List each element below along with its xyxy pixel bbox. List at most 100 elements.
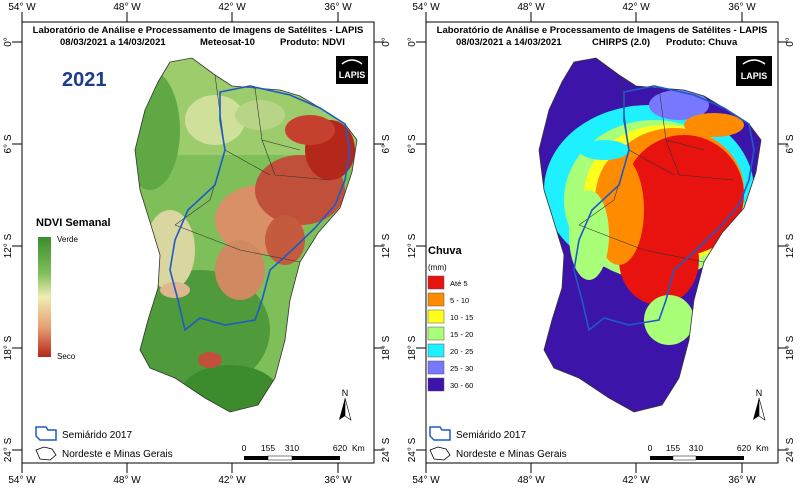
rain-legend-label: 25 - 30: [450, 364, 473, 373]
nordeste-legend-label: Nordeste e Minas Gerais: [456, 449, 567, 460]
rain-legend-swatch: [427, 326, 445, 341]
map-sensor: Meteosat-10: [200, 37, 255, 48]
nordeste-legend-icon: [429, 446, 451, 461]
tick-left-0: 0°: [3, 37, 14, 47]
tick-right-12s: 12° S: [785, 233, 796, 258]
scale-tick-155: 155: [261, 443, 275, 453]
tick-left-18s: 18° S: [3, 335, 14, 360]
map-product: Produto: Chuva: [666, 37, 738, 48]
map-title: Laboratório de Análise e Processamento d…: [437, 25, 768, 36]
rain-legend-swatch: [427, 360, 445, 375]
ndvi-legend-low: Seco: [57, 352, 76, 361]
north-label: N: [342, 388, 349, 398]
ndvi-legend-title: NDVI Semanal: [36, 217, 111, 229]
scale-bar: 0 155 310 620 Km: [648, 443, 769, 461]
scale-tick-0: 0: [242, 443, 247, 453]
rain-legend-swatch: [427, 343, 445, 358]
rain-legend-classes: Até 5 5 - 10 10 - 15 15 - 20 20 - 25 25 - 30 3…: [427, 275, 473, 392]
ndvi-legend-high: Verde: [57, 235, 78, 244]
scale-tick-620: 620: [737, 443, 751, 453]
semiarido-legend-label: Semiárido 2017: [456, 430, 526, 441]
nordeste-legend-icon: [35, 446, 57, 461]
tick-bottom-48w: 48° W: [517, 475, 545, 485]
scale-tick-310: 310: [689, 443, 703, 453]
semiarido-legend-label: Semiárido 2017: [62, 430, 132, 441]
rain-map-svg: 54° W 48° W 42° W 36° W 54° W 48° W 42° …: [407, 2, 796, 486]
tick-left-12s: 12° S: [407, 233, 418, 258]
rain-map-panel: 54° W 48° W 42° W 36° W 54° W 48° W 42° …: [404, 0, 800, 486]
tick-right-24s: 24° S: [381, 437, 392, 462]
north-arrow-icon: N: [339, 388, 352, 421]
tick-left-6s: 6° S: [407, 134, 418, 153]
lapis-logo: LAPIS: [336, 56, 368, 84]
north-arrow-icon: N: [753, 388, 766, 421]
year-label: 2021: [62, 69, 107, 91]
tick-bottom-48w: 48° W: [113, 475, 141, 485]
tick-bottom-36w: 36° W: [324, 475, 352, 485]
tick-top-42w: 42° W: [218, 2, 246, 13]
scale-tick-310: 310: [285, 443, 299, 453]
graticule-ticks: [12, 12, 384, 473]
nordeste-legend-label: Nordeste e Minas Gerais: [62, 449, 173, 460]
scale-tick-155: 155: [666, 443, 680, 453]
tick-right-24s: 24° S: [785, 437, 796, 462]
rain-legend-swatch: [427, 292, 445, 307]
rain-legend-title: Chuva: [428, 245, 463, 257]
rain-legend-swatch: [427, 275, 445, 290]
tick-right-18s: 18° S: [785, 335, 796, 360]
tick-bottom-42w: 42° W: [622, 475, 650, 485]
tick-left-0: 0°: [407, 37, 418, 47]
tick-right-0: 0°: [785, 37, 796, 47]
map-date-range: 08/03/2021 a 14/03/2021: [60, 37, 166, 48]
rain-legend-label: 15 - 20: [450, 330, 473, 339]
tick-top-36w: 36° W: [728, 2, 756, 13]
rain-legend-label: 30 - 60: [450, 381, 473, 390]
graticule-ticks: [416, 12, 788, 473]
tick-right-6s: 6° S: [381, 134, 392, 153]
tick-top-42w: 42° W: [622, 2, 650, 13]
tick-left-24s: 24° S: [407, 437, 418, 462]
ndvi-map-panel: 54° W 48° W 42° W 36° W 54° W 48° W 42° …: [0, 0, 396, 486]
tick-top-54w: 54° W: [412, 2, 440, 13]
scale-tick-620: 620: [333, 443, 347, 453]
rain-legend-label: 20 - 25: [450, 347, 473, 356]
rain-legend-unit: (mm): [428, 263, 447, 272]
map-product: Produto: NDVI: [280, 37, 345, 48]
tick-top-48w: 48° W: [113, 2, 141, 13]
north-label: N: [756, 388, 763, 398]
tick-top-36w: 36° W: [324, 2, 352, 13]
rain-legend-swatch: [427, 309, 445, 324]
tick-bottom-42w: 42° W: [218, 475, 246, 485]
ndvi-map-svg: 54° W 48° W 42° W 36° W 54° W 48° W 42° …: [3, 2, 392, 486]
tick-bottom-36w: 36° W: [728, 475, 756, 485]
semiarido-legend-icon: [35, 426, 57, 441]
semiarido-outline: [169, 85, 351, 332]
tick-bottom-54w: 54° W: [412, 475, 440, 485]
scale-unit: Km: [756, 443, 769, 453]
lapis-logo-text: LAPIS: [741, 71, 768, 81]
tick-top-54w: 54° W: [8, 2, 36, 13]
tick-right-6s: 6° S: [785, 134, 796, 153]
tick-top-48w: 48° W: [517, 2, 545, 13]
tick-left-24s: 24° S: [3, 437, 14, 462]
lapis-logo: LAPIS: [736, 56, 772, 86]
ndvi-color-ramp: [38, 237, 51, 357]
region-outline: [134, 57, 358, 413]
scale-unit: Km: [352, 443, 365, 453]
map-date-range: 08/03/2021 a 14/03/2021: [456, 37, 562, 48]
rain-legend-label: 5 - 10: [450, 296, 469, 305]
semiarido-legend-icon: [429, 426, 451, 441]
tick-right-18s: 18° S: [381, 335, 392, 360]
rain-legend-label: Até 5: [450, 279, 468, 288]
rain-legend-swatch: [427, 377, 445, 392]
rain-legend-label: 10 - 15: [450, 313, 473, 322]
lapis-logo-text: LAPIS: [339, 70, 366, 80]
tick-bottom-54w: 54° W: [8, 475, 36, 485]
tick-left-18s: 18° S: [407, 335, 418, 360]
scale-tick-0: 0: [648, 443, 653, 453]
scale-bar: 0 155 310 620 Km: [242, 443, 365, 461]
region-outline: [538, 57, 762, 413]
tick-left-12s: 12° S: [3, 233, 14, 258]
map-sensor: CHIRPS (2.0): [592, 37, 650, 48]
tick-right-12s: 12° S: [381, 233, 392, 258]
